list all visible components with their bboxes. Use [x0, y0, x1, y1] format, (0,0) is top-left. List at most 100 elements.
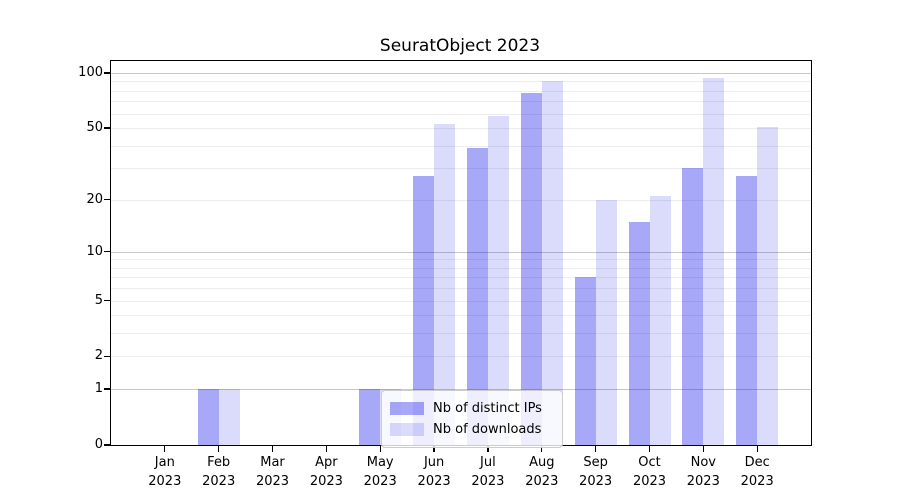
- bar-downloads-sep: [595, 199, 617, 445]
- x-tick-label-dec: Dec 2023: [727, 453, 787, 491]
- y-tick-1: [104, 388, 110, 390]
- month-label: Oct: [638, 455, 661, 470]
- y-tick-label-100: 100: [78, 65, 103, 80]
- y-tick-5: [104, 299, 110, 302]
- x-tick-label-jan: Jan 2023: [135, 453, 195, 491]
- gridline-major-1: [111, 389, 811, 391]
- year-label: 2023: [579, 474, 613, 489]
- x-tick-nov: [702, 446, 704, 452]
- y-tick-label-20: 20: [86, 191, 103, 207]
- legend: Nb of distinct IPs Nb of downloads: [381, 390, 563, 448]
- y-tick-100: [104, 72, 110, 74]
- gridline-major-10: [111, 251, 811, 253]
- bar-ips-feb: [197, 389, 219, 445]
- x-tick-label-nov: Nov 2023: [673, 453, 733, 491]
- gridline-minor-80: [111, 90, 811, 92]
- bar-ips-nov: [682, 168, 704, 445]
- x-tick-jan: [164, 446, 166, 452]
- y-tick-label-50: 50: [86, 120, 103, 136]
- y-tick-10: [104, 251, 110, 253]
- x-tick-label-may: May 2023: [350, 453, 410, 491]
- year-label: 2023: [525, 474, 559, 489]
- x-tick-label-aug: Aug 2023: [512, 453, 572, 491]
- y-tick-label-5: 5: [94, 292, 103, 308]
- y-tick-50: [104, 127, 110, 129]
- year-label: 2023: [471, 474, 505, 489]
- month-label: Mar: [260, 455, 285, 470]
- legend-item-distinct-ips: Nb of distinct IPs: [390, 398, 552, 419]
- bar-ips-oct: [628, 221, 650, 445]
- x-tick-label-jul: Jul 2023: [458, 453, 518, 491]
- gridline-minor-70: [111, 101, 811, 103]
- month-label: May: [366, 455, 394, 470]
- x-tick-mar: [271, 446, 274, 452]
- bar-downloads-jul: [487, 116, 509, 445]
- x-tick-dec: [756, 446, 758, 452]
- year-label: 2023: [309, 474, 343, 489]
- gridline-minor-9: [111, 259, 811, 261]
- x-tick-aug: [541, 446, 543, 452]
- gridline-minor-60: [111, 113, 811, 115]
- gridline-minor-8: [111, 267, 811, 269]
- bar-ips-may: [359, 389, 381, 445]
- gridline-minor-40: [111, 145, 811, 147]
- gridline-minor-2: [111, 356, 811, 358]
- bar-ips-jul: [466, 147, 488, 445]
- year-label: 2023: [148, 474, 182, 489]
- month-label: Dec: [744, 455, 770, 470]
- y-tick-label-2: 2: [94, 348, 103, 364]
- bar-downloads-feb: [218, 389, 240, 445]
- x-tick-label-apr: Apr 2023: [296, 453, 356, 491]
- gridline-minor-7: [111, 277, 811, 279]
- legend-swatch-distinct-ips: [390, 402, 424, 415]
- x-tick-oct: [648, 446, 651, 452]
- y-tick-label-10: 10: [86, 243, 103, 259]
- year-label: 2023: [363, 474, 397, 489]
- chart-title: SeuratObject 2023: [379, 36, 541, 56]
- x-tick-jul: [487, 446, 489, 452]
- bar-ips-jun: [413, 176, 435, 445]
- gridline-minor-30: [111, 168, 811, 170]
- legend-label-distinct-ips: Nb of distinct IPs: [433, 401, 542, 416]
- bar-ips-sep: [574, 277, 596, 445]
- x-tick-jun: [433, 446, 435, 452]
- gridline-minor-5: [111, 300, 811, 302]
- x-tick-feb: [218, 446, 220, 452]
- bar-downloads-oct: [649, 195, 671, 445]
- month-label: Sep: [583, 455, 608, 470]
- bar-downloads-dec: [757, 126, 779, 445]
- month-label: Jun: [423, 455, 445, 470]
- year-label: 2023: [417, 474, 451, 489]
- bar-downloads-nov: [703, 77, 725, 445]
- gridline-major-100: [111, 73, 811, 74]
- bar-downloads-jun: [434, 123, 456, 445]
- year-label: 2023: [740, 474, 774, 489]
- gridline-minor-4: [111, 315, 811, 317]
- legend-label-downloads: Nb of downloads: [433, 422, 542, 437]
- y-tick-2: [104, 355, 110, 358]
- year-label: 2023: [202, 474, 236, 489]
- x-tick-label-sep: Sep 2023: [566, 453, 626, 491]
- y-tick-label-0: 0: [94, 437, 103, 452]
- year-label: 2023: [632, 474, 667, 489]
- bar-ips-dec: [736, 176, 758, 445]
- gridline-minor-50: [111, 128, 811, 130]
- month-label: Feb: [207, 455, 231, 470]
- y-tick-0: [104, 444, 110, 446]
- month-label: Jul: [480, 455, 496, 470]
- bar-ips-aug: [520, 92, 542, 445]
- gridline-minor-20: [111, 199, 811, 201]
- year-label: 2023: [255, 474, 290, 489]
- x-tick-label-feb: Feb 2023: [189, 453, 249, 491]
- gridline-minor-90: [111, 81, 811, 83]
- plot-area: Nb of distinct IPs Nb of downloads 100 50…: [78, 60, 812, 489]
- x-tick-may: [379, 446, 381, 452]
- month-label: Jan: [154, 455, 175, 470]
- x-tick-sep: [594, 446, 597, 452]
- month-label: Apr: [315, 455, 338, 470]
- gridline-minor-3: [111, 333, 811, 335]
- bar-downloads-aug: [541, 81, 563, 445]
- month-label: Aug: [529, 455, 555, 470]
- month-label: Nov: [690, 455, 716, 470]
